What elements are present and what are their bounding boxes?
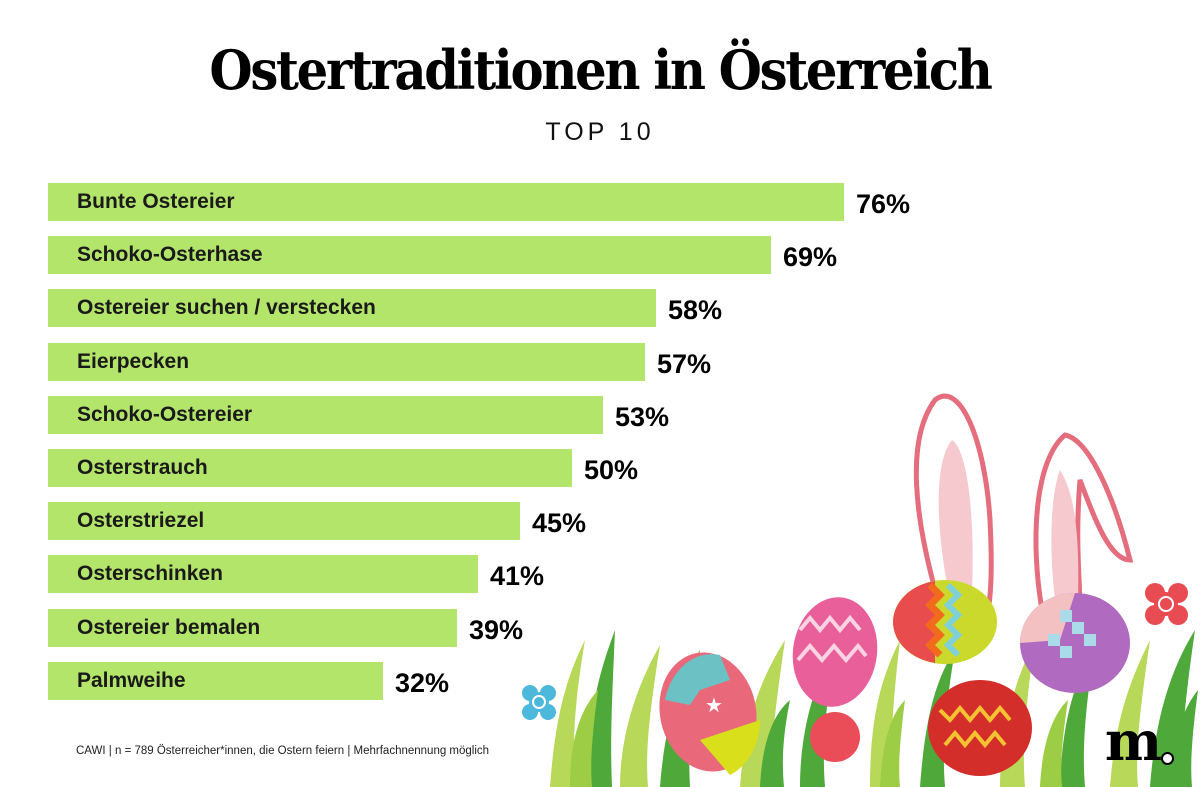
easter-egg-small-red-icon	[810, 712, 860, 762]
bar	[48, 449, 572, 487]
bar	[48, 502, 520, 540]
bar-value-label: 57%	[657, 349, 712, 379]
bar-category-label: Ostereier suchen / verstecken	[77, 296, 376, 319]
bar	[48, 343, 645, 381]
easter-egg-teal-icon: ★	[659, 652, 760, 775]
easter-egg-red-icon	[928, 680, 1032, 776]
bar	[48, 236, 771, 274]
logo-dot-icon	[1161, 752, 1174, 765]
bar-category-label: Schoko-Osterhase	[77, 243, 263, 266]
bar	[48, 609, 457, 647]
brand-logo: m	[1104, 709, 1162, 773]
easter-egg-zigzag-icon	[893, 580, 997, 664]
bar-value-label: 76%	[856, 189, 911, 219]
bar-value-label: 32%	[395, 668, 450, 698]
bar	[48, 555, 478, 593]
svg-text:★: ★	[705, 693, 723, 717]
bar-value-label: 50%	[584, 455, 639, 485]
chart-subtitle: TOP 10	[545, 118, 655, 146]
bar-category-label: Osterstrauch	[77, 456, 208, 479]
grass-front-icon	[570, 690, 1198, 787]
bar-category-label: Ostereier bemalen	[77, 616, 261, 639]
bar-value-label: 45%	[532, 508, 587, 538]
bar-category-label: Eierpecken	[77, 350, 190, 373]
bar	[48, 183, 844, 221]
easter-egg-pink-icon	[792, 597, 878, 707]
bar-category-label: Bunte Ostereier	[77, 190, 235, 213]
bunny-ears-icon	[913, 393, 1134, 613]
bar-value-label: 69%	[783, 242, 838, 272]
bar	[48, 289, 656, 327]
bar-value-label: 41%	[490, 561, 545, 591]
bar-value-label: 39%	[469, 615, 524, 645]
chart-title: Ostertraditionen in Österreich	[209, 38, 993, 102]
flower-red-icon	[1145, 583, 1188, 625]
bar-category-label: Osterschinken	[77, 562, 223, 585]
easter-egg-purple-icon	[1020, 593, 1130, 693]
bar	[48, 396, 603, 434]
bar-value-label: 53%	[615, 402, 670, 432]
bar	[48, 662, 383, 700]
bar-category-label: Schoko-Ostereier	[77, 403, 253, 426]
footnote: CAWI | n = 789 Österreicher*innen, die O…	[76, 745, 490, 757]
flower-blue-icon	[522, 685, 556, 720]
bar-value-label: 58%	[668, 295, 723, 325]
bar-category-label: Palmweihe	[77, 669, 186, 692]
bar-category-label: Osterstriezel	[77, 509, 205, 532]
